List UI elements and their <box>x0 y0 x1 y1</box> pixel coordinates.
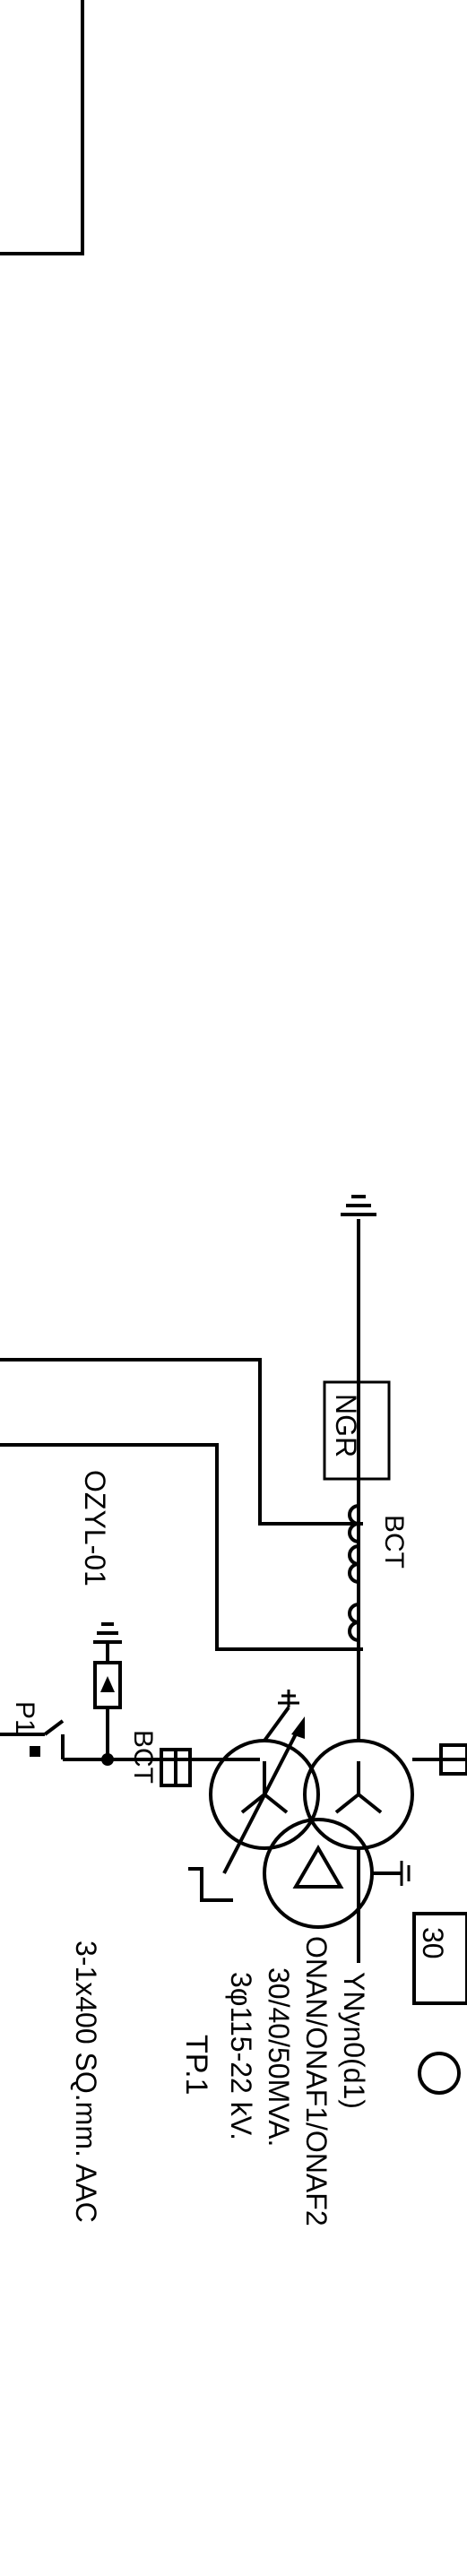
bct-upper-label: BCT <box>128 1730 158 1784</box>
top-frame-box <box>0 0 84 255</box>
bct-lower-label: BCT <box>379 1515 409 1569</box>
transformer-rating-label: 30/40/50MVA. <box>263 1967 295 2147</box>
bottom-meter-circle <box>418 2052 461 2095</box>
transformer-cooling-label: ONAN/ONAF1/ONAF2 <box>300 1936 333 2226</box>
ngr-ground <box>341 1195 376 1216</box>
ngr-box <box>323 1380 391 1481</box>
secondary-bct <box>439 1743 467 1776</box>
bottom-partial-label: 30 <box>417 1927 449 1959</box>
switch-tag-label: P1 <box>10 1701 39 1734</box>
transformer-id-label: TP.1 <box>179 2035 213 2095</box>
transformer-vector-label: YNyn0(d1) <box>338 1972 370 2109</box>
surge-arrester <box>93 1622 122 1759</box>
ngr-label: NGR <box>330 1394 362 1457</box>
transformer-tp1 <box>209 1690 414 1929</box>
transformer-voltage-label: 3φ115-22 kV. <box>225 1972 257 2140</box>
bct-lower-symbol <box>348 1504 359 1642</box>
feeder-line-1 <box>0 1358 363 1526</box>
tap-changer-control <box>188 1867 233 1902</box>
arrester-tag-label: OZYL-01 <box>79 1470 111 1586</box>
switch-p1 <box>27 1719 65 1757</box>
cable-spec-label: 3-1x400 SQ.mm. AAC <box>70 1941 102 2223</box>
feeder-line-2 <box>0 1443 363 1651</box>
bct-upper-symbol <box>160 1748 192 1787</box>
bottom-box <box>412 1912 467 2005</box>
